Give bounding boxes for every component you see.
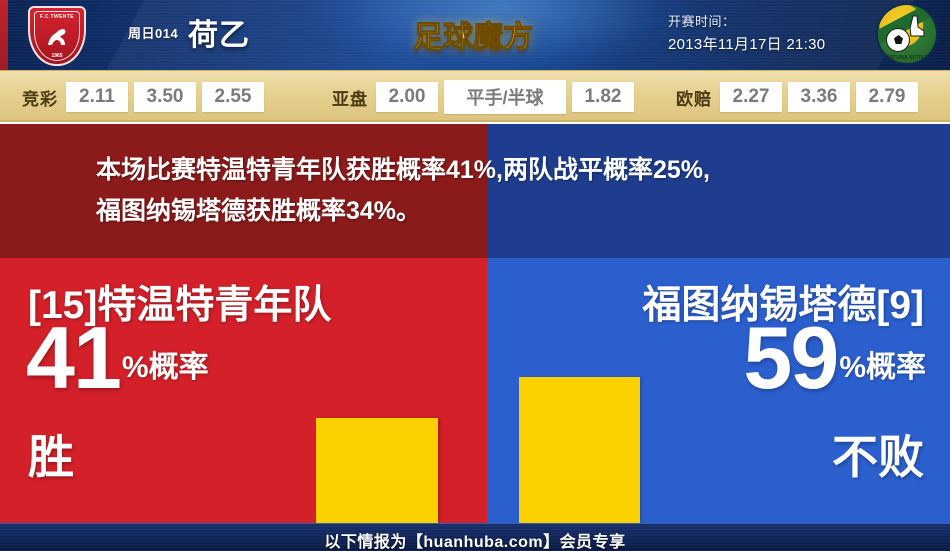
odds-group-label: 竞彩 <box>22 89 58 109</box>
home-percent-row: 41 %概率 <box>26 308 209 407</box>
crest-club-text: FORTUNA SITTARD <box>882 55 932 61</box>
crest-year-text: 1965 <box>51 53 63 59</box>
odds-cell-home[interactable]: 2.27 <box>720 82 782 112</box>
probability-summary-text: 本场比赛特温特青年队获胜概率41%,两队战平概率25%, 福图纳锡塔德获胜概率3… <box>96 156 710 225</box>
home-team-crest-icon: F.C.TWENTE 1965 <box>28 6 86 66</box>
odds-cell-away[interactable]: 2.55 <box>202 82 264 112</box>
odds-cell-away[interactable]: 1.82 <box>572 82 634 112</box>
away-team-name: 福图纳锡塔德[9] <box>642 284 924 327</box>
boot-icon <box>909 15 925 37</box>
odds-group-jingcai: 竞彩 2.11 3.50 2.55 <box>22 71 270 123</box>
away-percent-suffix: %概率 <box>839 350 926 384</box>
footer-notice: 以下情报为【huanhuba.com】会员专享 <box>324 534 626 551</box>
away-percent-value: 59 <box>743 308 839 407</box>
probability-panels: [15]特温特青年队 41 %概率 胜 福图纳锡塔德[9] 59 %概率 不败 <box>0 258 950 523</box>
away-outcome-label: 不败 <box>832 431 924 483</box>
league-name: 荷乙 <box>188 19 250 52</box>
away-team-crest-icon: FORTUNA SITTARD <box>876 3 938 65</box>
home-outcome-label: 胜 <box>28 431 74 483</box>
odds-cell-home[interactable]: 2.00 <box>376 82 438 112</box>
description-band: 本场比赛特温特青年队获胜概率41%,两队战平概率25%, 福图纳锡塔德获胜概率3… <box>0 124 950 258</box>
crest-top-text: F.C.TWENTE <box>40 14 74 20</box>
brand-logo: 足球魔方 <box>413 21 534 55</box>
home-team-name: [15]特温特青年队 <box>28 284 332 327</box>
match-number: 周日014 <box>128 26 179 41</box>
description-left-bg <box>0 124 487 258</box>
odds-group-label: 亚盘 <box>332 89 368 109</box>
crest-inner-border <box>34 11 80 61</box>
odds-cell-draw[interactable]: 3.36 <box>788 82 850 112</box>
header-accent-stripe <box>0 0 8 70</box>
odds-group-european: 欧赔 2.27 3.36 2.79 <box>676 71 924 123</box>
home-percent-suffix: %概率 <box>121 350 209 384</box>
odds-cell-draw[interactable]: 3.50 <box>134 82 196 112</box>
footer-bar: 以下情报为【huanhuba.com】会员专享 <box>0 523 950 551</box>
home-probability-bar <box>316 418 438 523</box>
header-bar: F.C.TWENTE 1965 周日014 荷乙 足球魔方 开赛时间： 2013… <box>0 0 950 70</box>
odds-cell-handicap[interactable]: 平手/半球 <box>444 80 566 114</box>
away-percent-row: 59 %概率 <box>743 308 926 407</box>
kickoff-time: 2013年11月17日 21:30 <box>668 36 826 53</box>
odds-cell-home[interactable]: 2.11 <box>66 82 128 112</box>
kickoff-label: 开赛时间： <box>668 14 736 29</box>
home-percent-value: 41 <box>26 308 122 407</box>
odds-bar: 竞彩 2.11 3.50 2.55 亚盘 2.00 平手/半球 1.82 欧赔 … <box>0 70 950 122</box>
description-right-bg <box>487 124 950 258</box>
odds-group-asian: 亚盘 2.00 平手/半球 1.82 <box>332 71 640 123</box>
away-probability-bar <box>519 377 640 523</box>
odds-cell-away[interactable]: 2.79 <box>856 82 918 112</box>
football-icon <box>886 28 910 52</box>
odds-group-label: 欧赔 <box>676 89 712 109</box>
horse-icon <box>48 29 66 45</box>
